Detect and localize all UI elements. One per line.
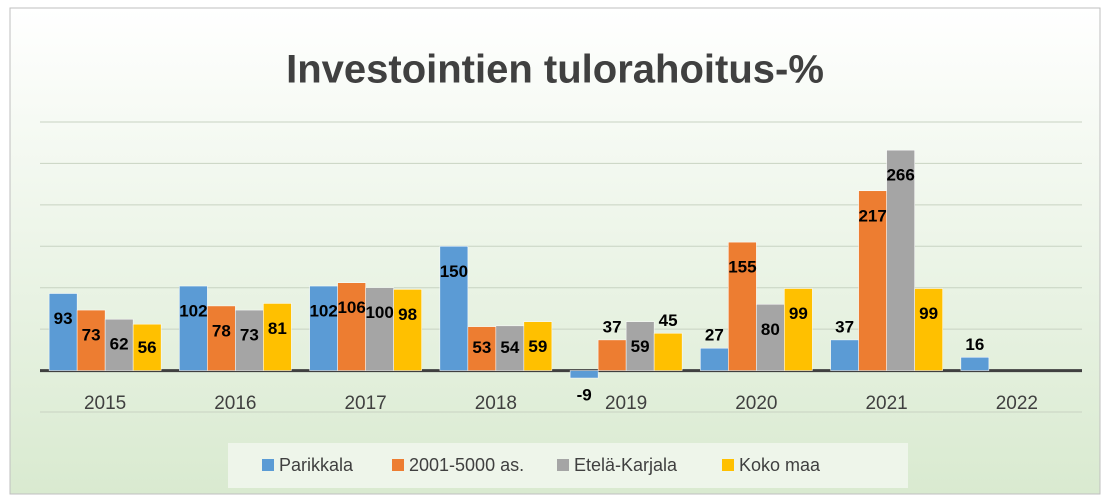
bar — [263, 303, 292, 371]
bar — [784, 288, 813, 371]
bar — [756, 304, 785, 371]
bar — [337, 282, 366, 371]
bar — [495, 325, 525, 371]
x-tick-label: 2022 — [996, 393, 1038, 414]
bar — [439, 246, 469, 371]
x-tick-label: 2019 — [605, 393, 647, 414]
data-label: 56 — [138, 338, 157, 357]
bar — [914, 288, 943, 371]
legend-label: Koko maa — [739, 455, 821, 475]
x-tick-label: 2021 — [865, 393, 907, 414]
data-label: 98 — [398, 305, 417, 324]
bar — [858, 190, 887, 371]
data-label: 37 — [835, 317, 854, 336]
data-label: 100 — [365, 303, 393, 322]
bar — [48, 293, 78, 371]
bar — [886, 149, 915, 371]
data-label: 93 — [54, 309, 73, 328]
legend-label: Etelä-Karjala — [574, 455, 678, 475]
bar — [235, 309, 264, 371]
data-label: -9 — [577, 386, 592, 405]
data-label: 73 — [82, 326, 101, 345]
chart-frame — [9, 7, 1101, 495]
data-label: 150 — [440, 262, 468, 281]
bar — [309, 285, 338, 371]
data-label: 102 — [309, 302, 337, 321]
bar — [76, 309, 106, 371]
bar — [523, 321, 553, 371]
data-label: 99 — [919, 304, 938, 323]
data-label: 45 — [659, 311, 678, 330]
data-label: 106 — [337, 298, 365, 317]
x-tick-label: 2016 — [214, 393, 256, 414]
legend-label: 2001-5000 as. — [409, 455, 524, 475]
x-tick-label: 2018 — [475, 393, 517, 414]
bar — [132, 323, 162, 371]
bar — [728, 241, 757, 371]
bar — [960, 357, 990, 371]
bar — [365, 287, 394, 371]
data-label: 81 — [268, 319, 287, 338]
bar — [625, 321, 655, 371]
data-label: 99 — [789, 304, 808, 323]
bar — [653, 333, 683, 371]
legend-swatch — [722, 459, 734, 471]
legend-swatch — [392, 459, 404, 471]
bar — [393, 289, 422, 371]
bar — [830, 339, 859, 371]
bar — [700, 347, 729, 371]
data-label: 59 — [528, 337, 547, 356]
data-label: 266 — [886, 166, 914, 185]
bar — [207, 305, 236, 371]
data-label: 53 — [472, 338, 491, 357]
x-tick-label: 2017 — [344, 393, 386, 414]
bar — [569, 370, 599, 379]
data-label: 37 — [603, 317, 622, 336]
data-label: 73 — [240, 326, 259, 345]
chart-title: Investointien tulorahoitus-% — [286, 48, 824, 92]
data-label: 78 — [212, 321, 231, 340]
data-label: 59 — [631, 337, 650, 356]
bar — [104, 318, 134, 371]
bar — [467, 326, 497, 371]
data-label: 54 — [500, 338, 519, 357]
legend-label: Parikkala — [279, 455, 354, 475]
data-label: 155 — [728, 258, 756, 277]
legend-swatch — [557, 459, 569, 471]
bar — [597, 339, 627, 371]
x-tick-label: 2015 — [84, 393, 126, 414]
data-label: 217 — [858, 206, 886, 225]
x-tick-label: 2020 — [735, 393, 777, 414]
data-label: 80 — [761, 320, 780, 339]
legend-swatch — [262, 459, 274, 471]
data-label: 16 — [965, 335, 984, 354]
data-label: 27 — [705, 326, 724, 345]
data-label: 62 — [110, 335, 129, 354]
data-label: 102 — [179, 302, 207, 321]
bar — [179, 285, 208, 371]
